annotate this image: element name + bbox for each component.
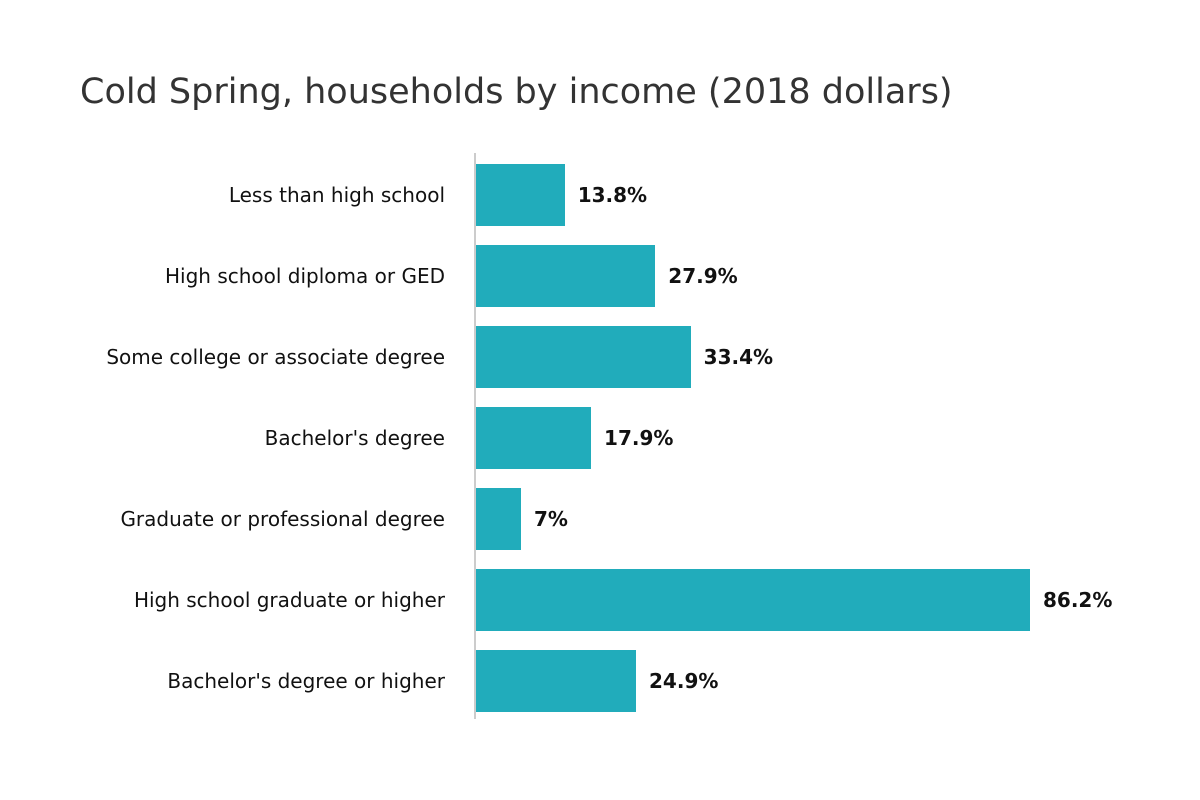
bar [476,164,565,226]
value-label: 24.9% [649,669,719,693]
category-label: Bachelor's degree or higher [167,669,445,693]
value-label: 27.9% [668,264,738,288]
value-label: 86.2% [1043,588,1113,612]
value-label: 33.4% [703,345,774,369]
chart-title: Cold Spring, households by income (2018 … [80,72,953,112]
category-label: Less than high school [228,183,445,207]
bar [476,488,521,550]
value-label: 7% [533,507,568,531]
category-label: High school diploma or GED [165,264,445,288]
bar [476,569,1030,631]
axis-line [474,153,476,719]
bar [476,245,656,307]
bar [476,326,691,388]
bar [476,650,637,712]
bar [476,407,592,469]
value-label: 13.8% [577,183,648,207]
value-label: 17.9% [604,426,674,450]
category-label: Graduate or professional degree [120,507,445,531]
category-label: Bachelor's degree [264,426,445,450]
category-label: Some college or associate degree [106,345,445,369]
category-label: High school graduate or higher [133,588,445,612]
